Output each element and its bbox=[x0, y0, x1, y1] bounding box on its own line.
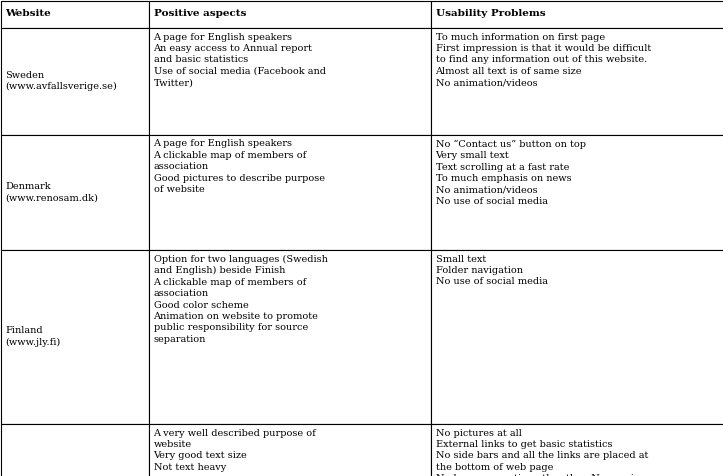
Bar bbox=[430, 28, 723, 135]
Text: Denmark
(www.renosam.dk): Denmark (www.renosam.dk) bbox=[6, 182, 98, 202]
Text: Website: Website bbox=[6, 10, 51, 19]
Text: To much information on first page
First impression is that it would be difficult: To much information on first page First … bbox=[435, 32, 651, 87]
Bar bbox=[1, 0, 148, 28]
Bar bbox=[1, 424, 148, 476]
Text: Usability Problems: Usability Problems bbox=[435, 10, 545, 19]
Bar bbox=[148, 28, 430, 135]
Bar bbox=[1, 28, 148, 135]
Text: Positive aspects: Positive aspects bbox=[153, 10, 246, 19]
Text: Sweden
(www.avfallsverige.se): Sweden (www.avfallsverige.se) bbox=[6, 71, 117, 91]
Text: A page for English speakers
An easy access to Annual report
and basic statistics: A page for English speakers An easy acce… bbox=[153, 32, 325, 87]
Text: No pictures at all
External links to get basic statistics
No side bars and all t: No pictures at all External links to get… bbox=[435, 428, 648, 476]
Text: No “Contact us” button on top
Very small text
Text scrolling at a fast rate
To m: No “Contact us” button on top Very small… bbox=[435, 139, 586, 206]
Bar bbox=[148, 249, 430, 424]
Text: Small text
Folder navigation
No use of social media: Small text Folder navigation No use of s… bbox=[435, 255, 547, 287]
Bar bbox=[1, 249, 148, 424]
Bar bbox=[148, 135, 430, 249]
Bar bbox=[430, 135, 723, 249]
Bar bbox=[148, 424, 430, 476]
Text: Finland
(www.jly.fi): Finland (www.jly.fi) bbox=[6, 326, 61, 347]
Text: A very well described purpose of
website
Very good text size
Not text heavy: A very well described purpose of website… bbox=[153, 428, 316, 472]
Text: Option for two languages (Swedish
and English) beside Finish
A clickable map of : Option for two languages (Swedish and En… bbox=[153, 255, 328, 344]
Bar bbox=[1, 135, 148, 249]
Bar bbox=[430, 0, 723, 28]
Text: A page for English speakers
A clickable map of members of
association
Good pictu: A page for English speakers A clickable … bbox=[153, 139, 325, 194]
Bar bbox=[430, 249, 723, 424]
Bar bbox=[148, 0, 430, 28]
Bar bbox=[430, 424, 723, 476]
